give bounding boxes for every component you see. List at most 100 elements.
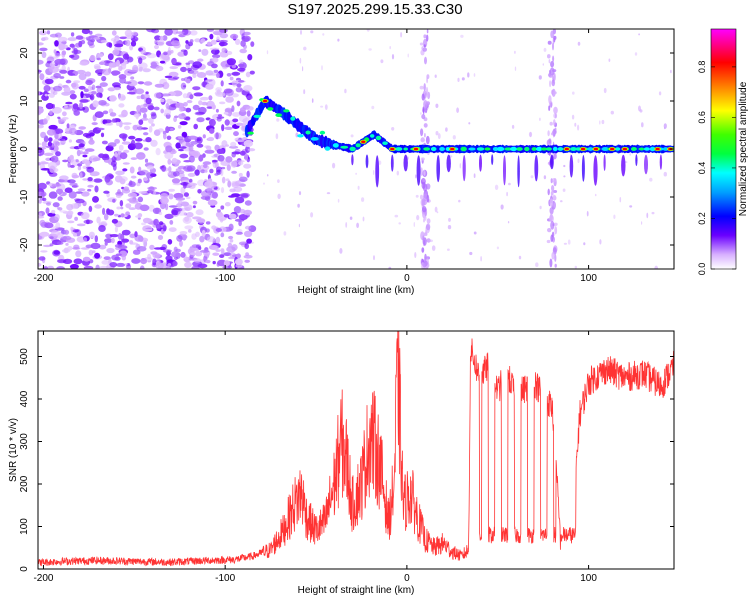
noise-blob <box>47 212 56 217</box>
noise-blob <box>211 191 218 199</box>
noise-blob <box>100 39 108 44</box>
noise-blob <box>109 112 117 117</box>
noise-blob <box>39 47 48 52</box>
noise-blob <box>231 244 238 251</box>
faint-speck <box>436 211 439 214</box>
noise-blob <box>180 251 186 258</box>
noise-blob <box>40 131 47 139</box>
faint-speck <box>518 255 522 260</box>
ridge-core-blob <box>546 147 552 151</box>
noise-blob <box>137 178 142 184</box>
noise-blob <box>198 49 202 52</box>
noise-blob <box>223 252 232 257</box>
noise-blob <box>209 168 214 174</box>
ridge-core-blob <box>324 146 331 151</box>
noise-blob <box>217 114 223 117</box>
noise-blob <box>212 49 215 55</box>
faint-speck <box>415 174 417 179</box>
faint-speck <box>599 120 601 125</box>
noise-blob <box>66 203 74 211</box>
noise-blob <box>132 124 139 131</box>
faint-speck <box>339 248 343 254</box>
noise-blob <box>177 211 187 216</box>
ridge-core-blob <box>439 147 445 151</box>
vertical-streak-blob <box>548 59 551 64</box>
noise-blob <box>137 196 144 203</box>
noise-blob <box>235 87 243 93</box>
noise-blob <box>158 211 163 216</box>
noise-blob <box>196 72 207 78</box>
noise-blob <box>81 29 90 35</box>
vertical-streak-blob <box>547 228 552 233</box>
ridge-spike <box>351 154 354 166</box>
noise-blob <box>238 63 245 68</box>
noise-blob <box>99 265 110 269</box>
noise-blob <box>163 51 168 56</box>
noise-blob <box>79 102 83 110</box>
noise-blob <box>116 121 120 126</box>
noise-blob <box>182 29 189 35</box>
noise-blob <box>199 235 205 243</box>
noise-blob <box>88 249 94 256</box>
ridge-core-blob <box>540 147 548 151</box>
noise-blob <box>238 214 248 221</box>
noise-blob <box>139 107 148 113</box>
vertical-streak-blob <box>420 157 425 161</box>
vertical-streak-blob <box>554 263 557 268</box>
noise-blob <box>204 149 215 154</box>
noise-blob <box>89 171 100 177</box>
noise-blob <box>103 190 110 194</box>
ridge-core-blob <box>496 146 505 152</box>
noise-blob <box>228 195 236 198</box>
noise-blob <box>77 188 86 192</box>
noise-blob <box>165 126 170 134</box>
noise-blob <box>188 178 193 183</box>
noise-blob <box>93 37 101 40</box>
vertical-streak-blob <box>420 167 423 177</box>
noise-blob <box>157 128 164 133</box>
noise-blob <box>97 72 103 76</box>
noise-blob <box>119 36 127 40</box>
noise-blob <box>169 66 178 70</box>
noise-blob <box>46 115 50 121</box>
noise-blob <box>194 38 201 43</box>
noise-blob <box>218 41 228 47</box>
faint-speck <box>562 188 566 192</box>
noise-blob <box>200 169 206 174</box>
noise-blob <box>92 100 99 108</box>
snr-y-label: SNR (10 * v/v) <box>8 418 19 482</box>
noise-blob <box>239 176 248 182</box>
noise-blob <box>173 192 184 199</box>
noise-blob <box>77 163 83 167</box>
noise-blob <box>181 131 188 138</box>
noise-blob <box>189 30 198 36</box>
noise-blob <box>210 39 217 45</box>
noise-blob <box>211 245 219 251</box>
noise-blob <box>58 43 65 51</box>
noise-blob <box>188 145 194 152</box>
faint-speck <box>535 262 539 268</box>
noise-blob <box>123 81 132 84</box>
colorbar-label: Normalized spectral amplitude <box>738 81 749 216</box>
noise-blob <box>100 221 107 225</box>
faint-speck <box>506 191 508 197</box>
ridge-core-blob <box>423 147 430 151</box>
hotspot-core <box>622 147 628 151</box>
noise-blob <box>79 61 89 66</box>
noise-blob <box>227 180 232 188</box>
noise-blob <box>80 91 84 99</box>
noise-blob <box>206 41 212 46</box>
noise-blob <box>48 137 53 143</box>
faint-speck <box>434 206 438 213</box>
noise-blob <box>103 119 112 124</box>
noise-blob <box>235 231 243 235</box>
noise-blob <box>125 203 132 209</box>
faint-speck <box>664 127 666 130</box>
noise-blob <box>71 174 80 179</box>
noise-blob <box>49 165 56 173</box>
noise-blob <box>58 117 62 125</box>
ridge-spike <box>403 154 408 172</box>
noise-blob <box>243 230 253 237</box>
noise-blob <box>62 111 67 117</box>
faint-speck <box>473 231 477 235</box>
